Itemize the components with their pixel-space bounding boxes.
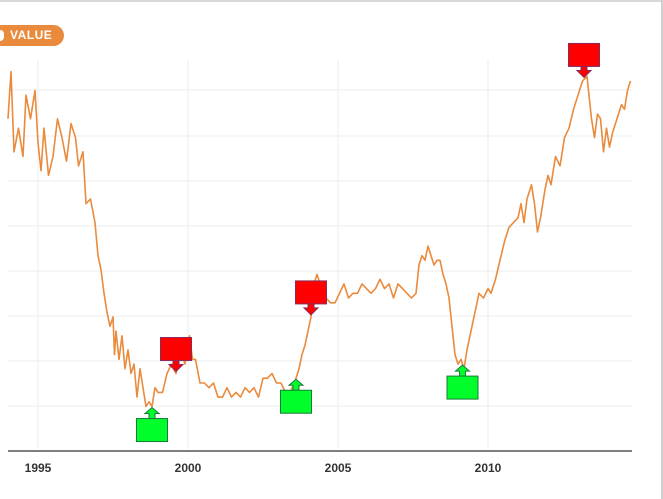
buy-box bbox=[446, 375, 479, 400]
sell-signal-marker bbox=[568, 42, 600, 79]
down-arrow-icon bbox=[575, 65, 593, 79]
series-line bbox=[7, 70, 632, 408]
x-tick-label: 2000 bbox=[175, 461, 202, 475]
sell-signal-marker bbox=[160, 337, 192, 373]
sell-box bbox=[568, 42, 600, 67]
down-arrow-icon bbox=[167, 360, 185, 373]
up-arrow-icon bbox=[143, 406, 161, 420]
x-tick-label: 1995 bbox=[25, 461, 52, 475]
down-arrow-icon bbox=[302, 303, 320, 316]
sell-box bbox=[295, 280, 327, 305]
buy-signal-marker bbox=[136, 406, 168, 443]
signal-markers bbox=[136, 42, 600, 443]
buy-signal-marker bbox=[446, 364, 479, 400]
up-arrow-icon bbox=[454, 364, 471, 377]
value-badge: VALUE bbox=[0, 25, 65, 46]
top-border bbox=[0, 0, 663, 2]
buy-box bbox=[280, 389, 312, 414]
sell-signal-marker bbox=[295, 280, 327, 316]
value-badge-label: VALUE bbox=[10, 28, 53, 42]
right-border bbox=[661, 0, 663, 499]
x-tick-label: 2010 bbox=[475, 461, 502, 475]
buy-box bbox=[136, 418, 168, 443]
sell-box bbox=[160, 337, 192, 362]
grid-lines bbox=[8, 60, 632, 449]
buy-signal-marker bbox=[280, 378, 312, 414]
x-axis-ticks: 1995 2000 2005 2010 bbox=[25, 461, 502, 475]
x-tick-label: 2005 bbox=[325, 461, 352, 475]
